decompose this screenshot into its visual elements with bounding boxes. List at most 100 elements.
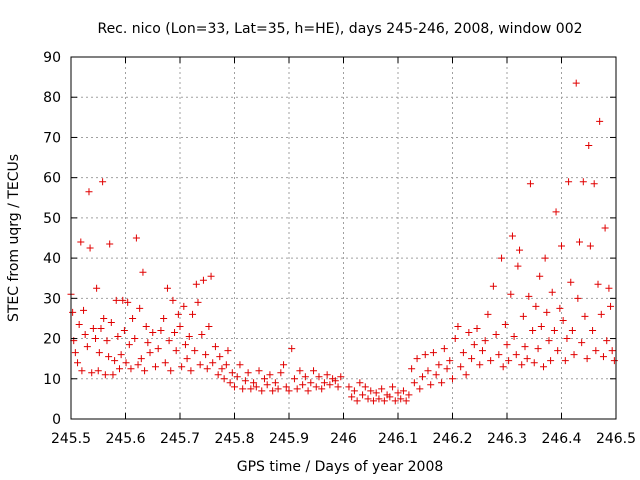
data-point — [196, 361, 204, 369]
data-point — [107, 318, 115, 326]
data-point — [129, 314, 137, 322]
data-point — [519, 312, 527, 320]
data-point — [405, 391, 413, 399]
data-point — [122, 359, 130, 367]
data-point — [97, 325, 105, 332]
data-point — [255, 367, 263, 375]
data-point — [315, 373, 323, 381]
data-point — [127, 365, 135, 373]
x-tick-label: 245.8 — [214, 431, 254, 447]
data-point — [468, 355, 476, 363]
data-point — [435, 361, 443, 369]
data-point — [473, 325, 481, 332]
data-point — [478, 347, 486, 355]
data-point — [269, 387, 277, 395]
data-point — [454, 322, 462, 330]
data-point — [541, 254, 549, 262]
data-point — [85, 188, 93, 196]
data-point — [137, 355, 145, 363]
data-point — [345, 383, 353, 391]
data-point — [599, 353, 607, 361]
data-point — [301, 373, 309, 381]
data-point — [421, 351, 429, 359]
data-point — [142, 322, 150, 330]
data-point — [432, 371, 440, 379]
data-point — [523, 355, 531, 363]
y-tick-label: 40 — [43, 251, 61, 267]
data-point — [462, 371, 470, 379]
data-point — [543, 308, 551, 316]
data-point — [244, 369, 252, 377]
grid-lines — [71, 57, 616, 419]
data-point — [457, 363, 465, 371]
data-point — [570, 351, 578, 359]
data-point — [530, 359, 538, 367]
data-point — [75, 320, 83, 328]
data-point — [559, 316, 567, 324]
data-point — [236, 361, 244, 369]
data-point — [99, 178, 107, 186]
data-point — [180, 302, 188, 310]
data-point — [526, 180, 534, 188]
data-point — [578, 339, 586, 347]
data-point — [290, 375, 298, 383]
data-point — [124, 298, 132, 306]
data-point — [199, 276, 207, 284]
data-point — [596, 117, 604, 125]
data-point — [512, 351, 520, 359]
data-point — [119, 296, 127, 304]
data-point — [410, 379, 418, 387]
data-point — [258, 387, 266, 395]
data-point — [296, 367, 304, 375]
x-tick-label: 246.3 — [487, 431, 527, 447]
data-point — [399, 387, 407, 395]
data-point — [282, 383, 290, 391]
data-point — [71, 349, 79, 357]
data-point — [563, 335, 571, 343]
data-point — [112, 296, 120, 304]
data-point — [378, 385, 386, 393]
data-point — [160, 314, 168, 322]
data-point — [80, 306, 88, 314]
data-point — [589, 327, 597, 335]
data-point — [586, 242, 594, 250]
data-point — [449, 375, 456, 383]
data-point — [174, 310, 182, 318]
data-point — [228, 369, 236, 377]
data-point — [260, 375, 268, 383]
data-point — [250, 379, 258, 387]
data-point — [285, 387, 293, 395]
data-point — [558, 242, 565, 250]
data-point — [77, 238, 85, 246]
data-point — [95, 349, 103, 357]
data-point — [540, 363, 548, 371]
data-point — [575, 238, 583, 246]
x-tick-label: 246.1 — [378, 431, 418, 447]
data-point — [183, 355, 191, 363]
data-point — [380, 397, 388, 405]
data-point — [476, 361, 484, 369]
y-tick-label: 20 — [43, 332, 61, 348]
data-point — [86, 244, 94, 252]
data-point — [226, 379, 234, 387]
data-point — [189, 310, 197, 318]
data-point — [567, 278, 575, 286]
data-point — [514, 262, 522, 270]
data-point — [334, 383, 342, 391]
data-point — [369, 397, 377, 405]
data-point — [191, 347, 199, 355]
data-point — [94, 367, 102, 375]
data-point — [438, 379, 446, 387]
data-point — [288, 345, 296, 353]
x-tick-labels: 245.5 245.6 245.7 245.8 245.9 246 246.1 246.2 24… — [51, 431, 636, 447]
data-point — [459, 349, 467, 357]
y-tick-labels: 0 10 20 30 40 50 60 70 80 90 — [43, 50, 61, 428]
data-point — [608, 347, 616, 355]
data-point — [536, 272, 544, 280]
data-point — [391, 397, 399, 405]
data-point — [348, 393, 356, 401]
data-point — [521, 343, 529, 351]
data-point — [231, 383, 238, 391]
data-point — [581, 312, 589, 320]
